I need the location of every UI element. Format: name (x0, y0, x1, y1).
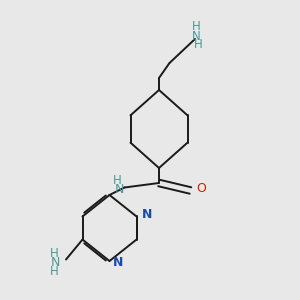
Text: N: N (112, 256, 123, 269)
Text: H: H (112, 174, 122, 188)
Text: H: H (50, 247, 58, 260)
Text: N: N (192, 29, 201, 43)
Text: N: N (51, 256, 60, 269)
Text: O: O (196, 182, 206, 196)
Text: H: H (194, 38, 202, 52)
Text: H: H (50, 265, 58, 278)
Text: N: N (142, 208, 152, 221)
Text: H: H (192, 20, 201, 34)
Text: N: N (114, 183, 124, 196)
